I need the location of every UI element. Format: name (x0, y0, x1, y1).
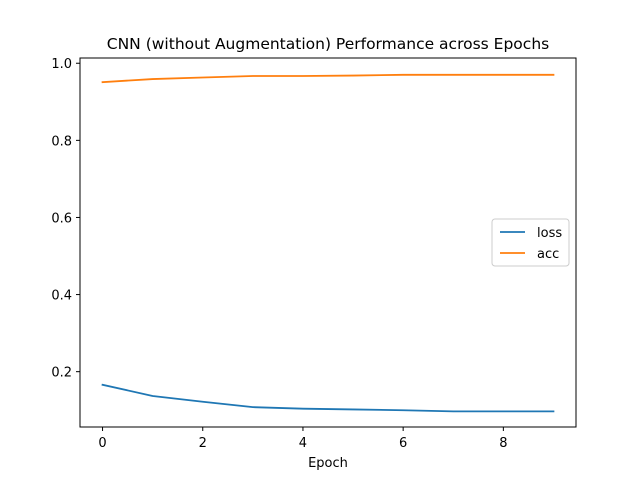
x-tick-label: 0 (98, 436, 106, 451)
x-tick-label: 2 (199, 436, 207, 451)
y-tick-label: 0.4 (51, 289, 72, 304)
y-tick-label: 0.2 (51, 366, 72, 381)
x-tick-label: 8 (499, 436, 507, 451)
legend-label-acc: acc (537, 247, 559, 262)
series-layer (101, 73, 555, 413)
y-tick-label: 0.8 (51, 134, 72, 149)
y-axis: 0.2 0.4 0.6 0.8 1.0 (51, 57, 80, 381)
chart-title: CNN (without Augmentation) Performance a… (107, 35, 549, 53)
x-tick-label: 4 (299, 436, 307, 451)
legend-box (491, 218, 570, 267)
legend: loss acc (491, 218, 570, 267)
series-line-loss (101, 383, 555, 413)
x-axis: 0 2 4 6 8 (98, 427, 507, 451)
x-axis-label: Epoch (308, 456, 348, 471)
plot-frame (79, 57, 577, 428)
legend-label-loss: loss (537, 226, 562, 241)
x-tick-label: 6 (399, 436, 407, 451)
y-tick-label: 1.0 (51, 57, 72, 72)
series-line-acc (101, 73, 555, 84)
y-tick-label: 0.6 (51, 211, 72, 226)
